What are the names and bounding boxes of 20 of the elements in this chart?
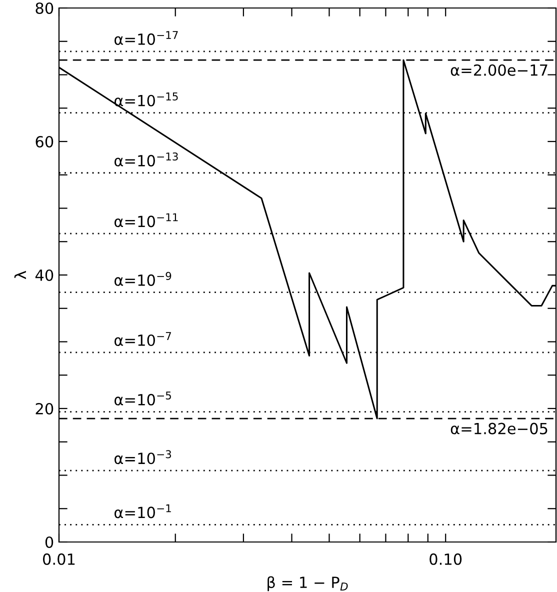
y-tick-label: 40	[35, 269, 54, 282]
x-tick-label: 0.10	[430, 553, 462, 565]
annotation: α=2.00e−17	[450, 64, 548, 76]
y-tick-label: 60	[36, 136, 54, 148]
annotation: α=10$^{−17}$	[114, 31, 178, 45]
annotation: α=10$^{−9}$	[114, 272, 172, 286]
y-tick-label: 80	[36, 2, 54, 14]
annotation: α=10$^{−7}$	[114, 332, 171, 346]
annotation: α=10$^{−15}$	[114, 92, 178, 106]
annotation: α=10$^{−3}$	[114, 450, 172, 464]
annotation: α=10$^{−1}$	[114, 504, 171, 518]
x-tick-label: 0.01	[43, 553, 75, 565]
annotation: α=10$^{−5}$	[114, 392, 171, 406]
x-axis-title: β = 1 − P$_{D}$	[268, 576, 348, 592]
annotation: α=10$^{−13}$	[114, 152, 178, 166]
y-axis-title: λ	[14, 270, 26, 280]
annotation: α=1.82e−05	[450, 422, 548, 434]
y-tick-label: 20	[36, 402, 54, 415]
y-tick-label: 0	[45, 536, 54, 548]
annotation: α=10$^{−11}$	[114, 213, 178, 228]
